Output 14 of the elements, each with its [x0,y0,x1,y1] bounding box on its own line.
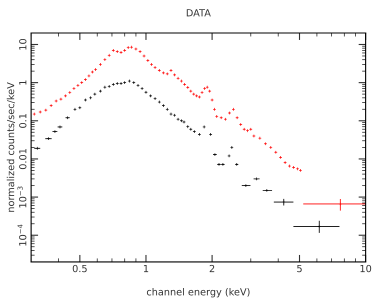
y-tick-label: 0.01 [19,149,26,170]
x-tick-label: 0.5 [72,264,87,272]
x-tick-label: 10 [360,264,372,272]
y-tick-label: 10$^{−4}$ [18,224,26,246]
x-tick-label: 1 [144,264,148,272]
y-tick-label: 10$^{−3}$ [17,186,26,208]
y-tick-label: 0.1 [19,114,26,128]
x-tick-label: 2 [210,264,214,272]
y-axis-title: normalized counts/sec/keV [6,82,16,212]
x-tick-label: 5 [297,264,302,272]
x-axis-title: channel energy (keV) [146,288,250,298]
y-tick-label: 10 [19,38,26,50]
chart-title: DATA [186,9,211,16]
y-tick-label: 1 [19,80,26,85]
